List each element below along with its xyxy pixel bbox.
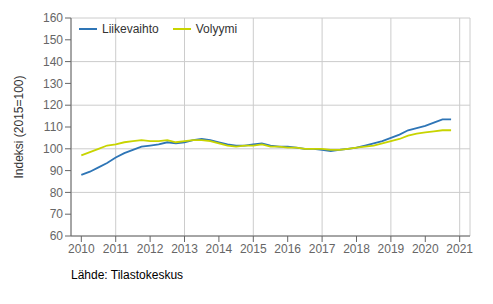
svg-text:110: 110 xyxy=(44,120,63,134)
svg-text:2014: 2014 xyxy=(206,242,233,256)
svg-text:2017: 2017 xyxy=(309,242,336,256)
svg-text:150: 150 xyxy=(43,33,63,47)
svg-text:2012: 2012 xyxy=(137,242,164,256)
html-text:Volyymi: Volyymi xyxy=(195,22,237,36)
svg-text:Indeksi (2015=100): Indeksi (2015=100) xyxy=(12,75,26,178)
svg-text:100: 100 xyxy=(43,142,63,156)
svg-text:80: 80 xyxy=(50,186,64,200)
svg-text:2011: 2011 xyxy=(103,242,129,256)
svg-text:140: 140 xyxy=(43,55,63,69)
svg-text:2013: 2013 xyxy=(171,242,198,256)
svg-text:160: 160 xyxy=(43,11,63,25)
svg-text:120: 120 xyxy=(43,98,63,112)
svg-text:90: 90 xyxy=(50,164,64,178)
svg-text:2020: 2020 xyxy=(412,242,439,256)
svg-text:2019: 2019 xyxy=(378,242,405,256)
svg-text:2016: 2016 xyxy=(274,242,301,256)
svg-text:2021: 2021 xyxy=(446,242,473,256)
html-text:Liikevaihto: Liikevaihto xyxy=(102,22,159,36)
svg-text:2010: 2010 xyxy=(68,242,95,256)
html-text:Lähde: Tilastokeskus: Lähde: Tilastokeskus xyxy=(71,268,184,282)
svg-text:60: 60 xyxy=(50,229,64,243)
svg-text:2018: 2018 xyxy=(343,242,370,256)
svg-text:2015: 2015 xyxy=(240,242,267,256)
svg-text:130: 130 xyxy=(43,77,63,91)
svg-text:70: 70 xyxy=(50,207,64,221)
